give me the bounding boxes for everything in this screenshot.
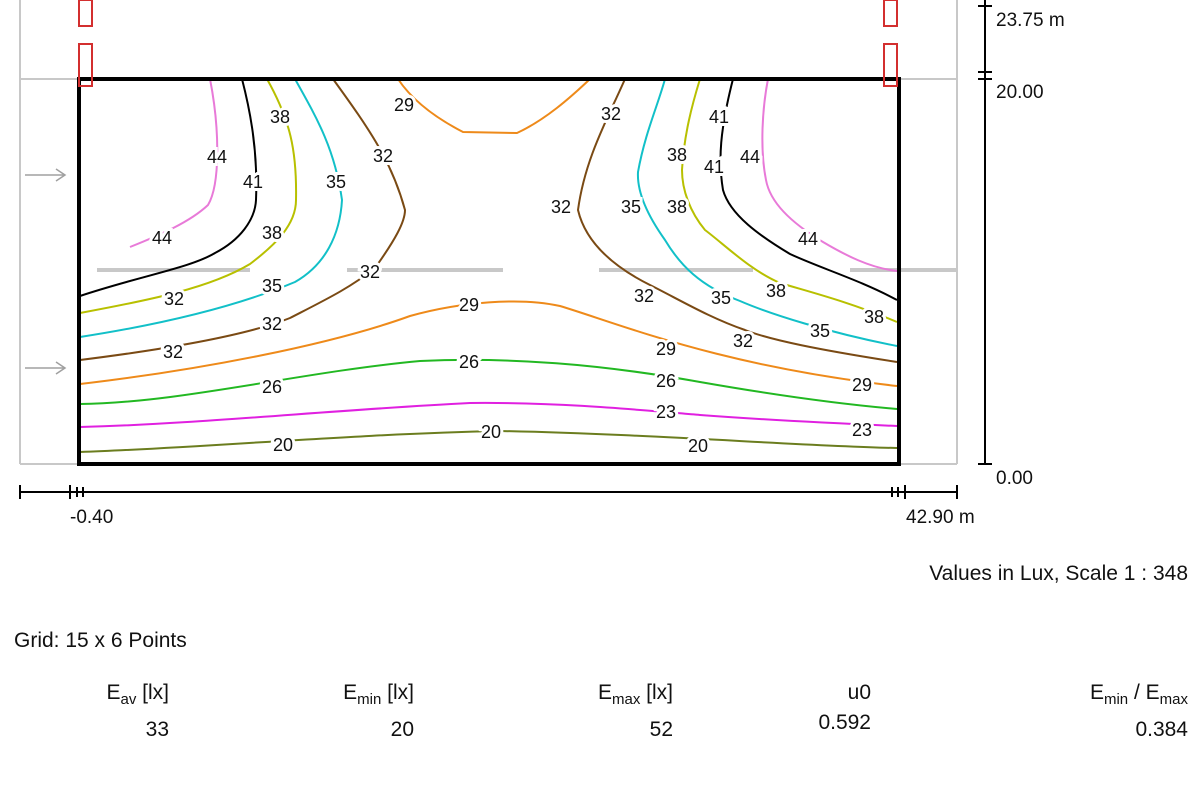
contour-label: 32: [601, 104, 621, 124]
stat-emin-emax: Emin / Emax 0.384: [1090, 678, 1188, 745]
stat-emax-value: 52: [649, 718, 673, 742]
contour-label: 35: [262, 276, 282, 296]
contour-label: 38: [667, 197, 687, 217]
contour-label: 20: [273, 435, 293, 455]
contour-label: 29: [394, 95, 414, 115]
contour-label: 35: [711, 288, 731, 308]
stat-emin-emax-label: Emin / Emax: [1089, 681, 1188, 709]
contour-label: 44: [207, 147, 227, 167]
direction-arrow-icons: [25, 168, 67, 375]
stat-emax-label: Emax [lx]: [597, 681, 673, 709]
contour-label: 32: [373, 146, 393, 166]
contour-label: 38: [262, 223, 282, 243]
dim-label-x-left: -0.40: [70, 507, 113, 528]
contour-label: 20: [688, 436, 708, 456]
contour-label: 32: [634, 286, 654, 306]
dim-label-y-top: 23.75 m: [996, 10, 1065, 31]
contour-label: 29: [459, 295, 479, 315]
contour-label: 41: [709, 107, 729, 127]
contour-label: 29: [656, 339, 676, 359]
dim-label-y-bottom: 0.00: [996, 468, 1033, 489]
stat-emin: Emin [lx] 20: [343, 678, 414, 745]
contour-label: 35: [621, 197, 641, 217]
contour-label: 38: [270, 107, 290, 127]
contour-label: 38: [667, 145, 687, 165]
contour-label: 38: [864, 307, 884, 327]
contour-labels: 29 32 38 41 44 32 38 41 44 44 41 35 32 3…: [149, 92, 887, 459]
contour-label: 26: [262, 377, 282, 397]
contour-label: 44: [152, 228, 172, 248]
contour-label: 44: [740, 147, 760, 167]
horizontal-dimension: [19, 485, 958, 499]
contour-label: 32: [163, 342, 183, 362]
dim-label-y-mid: 20.00: [996, 82, 1044, 103]
contour-label: 44: [798, 229, 818, 249]
stat-u0-label: u0: [847, 681, 871, 704]
contour-label: 32: [164, 289, 184, 309]
contour-label: 23: [852, 420, 872, 440]
contour-label: 41: [704, 157, 724, 177]
dim-label-x-right: 42.90 m: [906, 507, 975, 528]
contour-label: 35: [810, 321, 830, 341]
stat-eav: Eav [lx] 33: [106, 678, 169, 745]
stat-eav-value: 33: [145, 718, 169, 742]
scale-note: Values in Lux, Scale 1 : 348: [929, 562, 1188, 585]
contour-plan: 29 32 38 41 44 32 38 41 44 44 41 35 32 3…: [19, 0, 1065, 528]
contour-label: 32: [360, 262, 380, 282]
contour-label: 32: [262, 314, 282, 334]
contour-label: 32: [733, 331, 753, 351]
stat-emax: Emax [lx] 52: [598, 678, 673, 745]
contour-label: 29: [852, 375, 872, 395]
contour-label: 23: [656, 402, 676, 422]
calculation-area-frame: [77, 77, 901, 466]
grid-note: Grid: 15 x 6 Points: [14, 629, 187, 652]
contour-label: 20: [481, 422, 501, 442]
contour-lines: [79, 78, 898, 453]
stat-emin-emax-value: 0.384: [1135, 718, 1188, 742]
stat-emin-label: Emin [lx]: [343, 681, 414, 709]
luminaire-icons: [78, 0, 898, 87]
stat-emin-value: 20: [390, 718, 414, 742]
vertical-dimension: [978, 0, 992, 465]
contour-label: 35: [326, 172, 346, 192]
stat-u0: u0 0.592: [818, 678, 871, 738]
contour-label: 26: [656, 371, 676, 391]
stat-u0-value: 0.592: [818, 711, 871, 734]
contour-label: 32: [551, 197, 571, 217]
contour-label: 26: [459, 352, 479, 372]
contour-label: 41: [243, 172, 263, 192]
contour-label: 38: [766, 281, 786, 301]
stat-eav-label: Eav [lx]: [106, 681, 169, 709]
